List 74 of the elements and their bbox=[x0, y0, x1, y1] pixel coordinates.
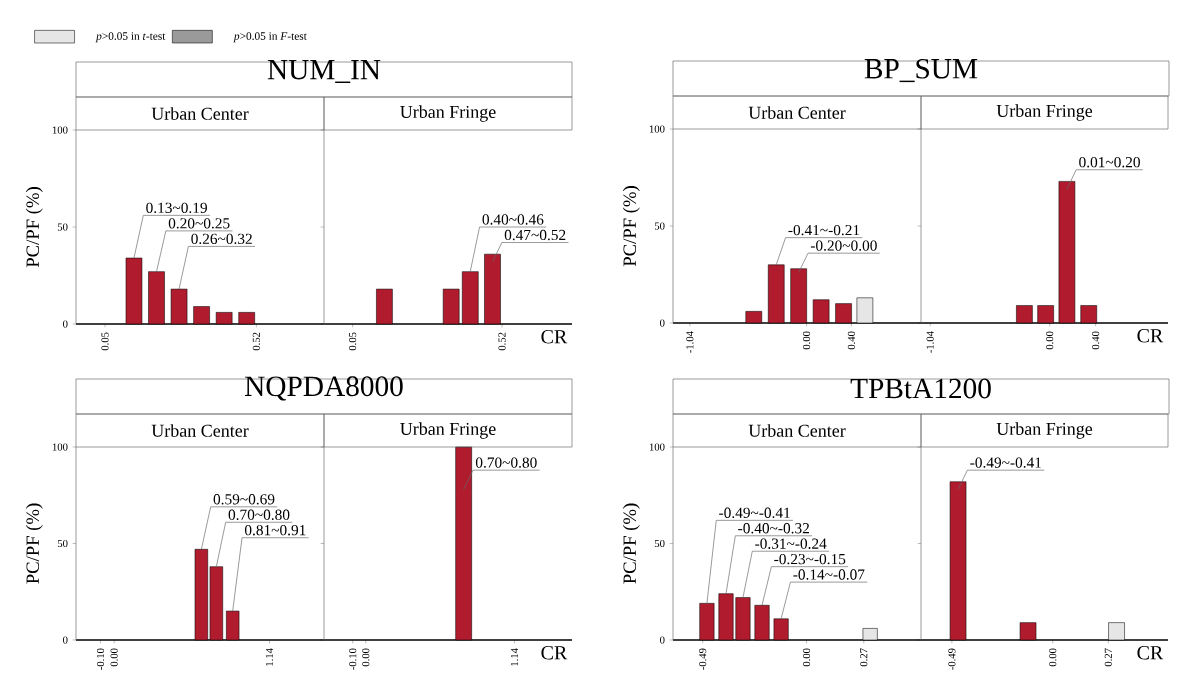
y-tick-label: 50 bbox=[654, 539, 665, 548]
annotation: 0.59~0.69 bbox=[213, 494, 275, 505]
x-tick-label: 0.00 bbox=[802, 648, 811, 667]
annotation: 0.47~0.52 bbox=[504, 229, 566, 241]
chart-subtitle: Urban Fringe bbox=[996, 104, 1093, 121]
x-tick-label: 0.00 bbox=[362, 648, 370, 667]
x-axis-title: CR bbox=[1137, 646, 1164, 660]
x-tick-label: 0.00 bbox=[1046, 331, 1054, 350]
annotation: -0.49~-0.41 bbox=[719, 507, 790, 519]
chart-title: BP_SUM bbox=[864, 58, 978, 83]
y-tick-label: 0 bbox=[63, 320, 68, 328]
chart-title: NQPDA8000 bbox=[244, 376, 403, 401]
x-tick-label: 0.00 bbox=[802, 331, 811, 350]
chart-title: NUM_IN bbox=[267, 60, 381, 84]
annotation: 0.70~0.80 bbox=[228, 509, 290, 520]
y-tick-label: 0 bbox=[660, 319, 665, 327]
x-tick-label: 0.27 bbox=[860, 648, 868, 667]
y-axis-title: PC/PF (%) bbox=[25, 187, 43, 268]
y-axis-title: PC/PF (%) bbox=[622, 503, 640, 584]
x-tick-label: 1.14 bbox=[510, 648, 519, 666]
chart-subtitle: Urban Center bbox=[748, 106, 846, 119]
annotation: -0.49~-0.41 bbox=[970, 457, 1041, 468]
x-tick-label: -0.49 bbox=[948, 648, 956, 670]
x-tick-label: 0.40 bbox=[847, 331, 856, 350]
annotation: 0.26~0.32 bbox=[191, 233, 252, 245]
y-tick-label: 50 bbox=[654, 222, 665, 230]
annotation: -0.31~-0.24 bbox=[755, 538, 827, 549]
x-tick-label: 0.40 bbox=[1092, 331, 1100, 350]
x-tick-label: 0.05 bbox=[101, 332, 109, 351]
chart-title: TPBtA1200 bbox=[850, 378, 991, 399]
x-tick-label: -0.10 bbox=[96, 648, 105, 670]
annotation: 0.13~0.19 bbox=[146, 202, 207, 214]
y-tick-label: 0 bbox=[63, 636, 68, 644]
y-tick-label: 100 bbox=[649, 443, 665, 451]
y-axis-title: PC/PF (%) bbox=[622, 186, 640, 267]
annotation: -0.23~-0.15 bbox=[774, 553, 846, 565]
annotation: 0.70~0.80 bbox=[475, 457, 537, 468]
chart-subtitle: Urban Center bbox=[151, 424, 249, 437]
chart-subtitle: Urban Center bbox=[748, 424, 846, 437]
y-tick-label: 50 bbox=[57, 539, 68, 548]
x-tick-label: 0.05 bbox=[349, 332, 357, 351]
y-tick-label: 100 bbox=[52, 126, 68, 134]
x-axis-title: CR bbox=[541, 646, 568, 660]
chart-subtitle: Urban Fringe bbox=[400, 422, 496, 439]
annotation: -0.14~-0.07 bbox=[793, 569, 865, 580]
y-axis-title: PC/PF (%) bbox=[25, 503, 43, 584]
x-tick-label: 0.52 bbox=[498, 332, 506, 351]
annotation: -0.40~-0.32 bbox=[738, 523, 809, 534]
y-tick-label: 100 bbox=[52, 443, 68, 451]
annotation: 0.20~0.25 bbox=[168, 218, 230, 229]
x-tick-label: -0.10 bbox=[349, 648, 357, 670]
annotation: 0.01~0.20 bbox=[1079, 157, 1140, 168]
y-tick-label: 100 bbox=[649, 125, 665, 133]
annotation: 0.81~0.91 bbox=[244, 524, 306, 536]
chart-subtitle: Urban Center bbox=[151, 107, 249, 120]
x-tick-label: -0.49 bbox=[699, 648, 707, 670]
annotation: -0.41~-0.21 bbox=[788, 224, 860, 236]
x-tick-label: 0.00 bbox=[1049, 648, 1057, 667]
x-tick-label: 0.52 bbox=[252, 332, 260, 351]
annotation: -0.20~0.00 bbox=[810, 240, 877, 251]
x-tick-label: 1.14 bbox=[265, 648, 274, 666]
x-axis-title: CR bbox=[1137, 329, 1164, 343]
x-tick-label: 0.27 bbox=[1104, 648, 1112, 667]
x-tick-label: 0.00 bbox=[110, 648, 118, 667]
x-tick-label: -1.04 bbox=[686, 331, 694, 353]
y-tick-label: 0 bbox=[660, 636, 665, 644]
legend-label: p>0.05 in t-test bbox=[95, 32, 166, 43]
chart-subtitle: Urban Fringe bbox=[400, 105, 496, 122]
legend-label: p>0.05 in F-test bbox=[233, 32, 307, 43]
chart-subtitle: Urban Fringe bbox=[996, 422, 1093, 439]
y-tick-label: 50 bbox=[57, 223, 68, 231]
x-tick-label: -1.04 bbox=[926, 331, 934, 353]
x-axis-title: CR bbox=[541, 330, 568, 344]
annotation: 0.40~0.46 bbox=[482, 214, 544, 225]
